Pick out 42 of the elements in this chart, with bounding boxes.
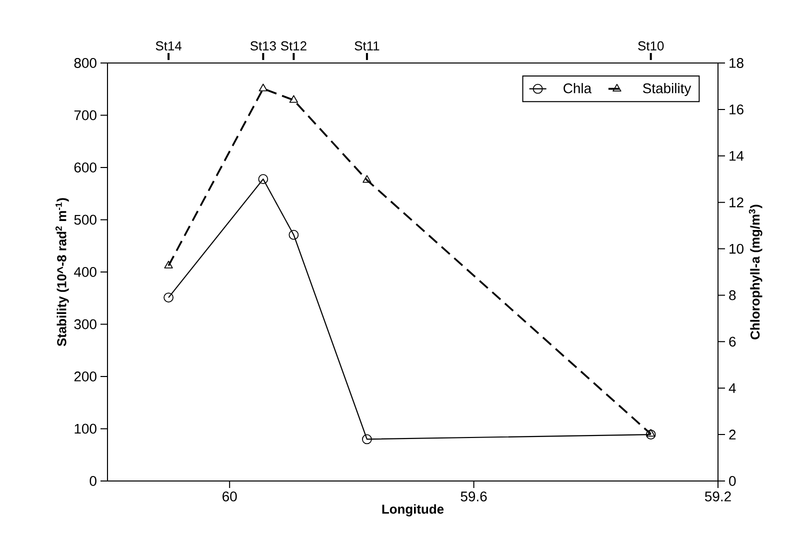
y-tick-label: 100: [74, 424, 96, 434]
x-axis-title: Longitude: [382, 504, 444, 516]
x-tick-label: 59.6: [460, 492, 487, 502]
y-tick-label: 0: [90, 476, 96, 486]
y2-axis-title: Chlorophyll-a (mg/m$^{3}$): [748, 204, 762, 340]
text: St10: [638, 41, 664, 50]
y2-tick-label: 12: [730, 197, 744, 208]
y-tick-label: 400: [74, 267, 96, 277]
y2-tick-label: 6: [729, 336, 736, 347]
y-tick-label: 800: [74, 58, 96, 68]
text: St13: [250, 41, 276, 50]
y-tick-label: 200: [74, 372, 96, 382]
point: [362, 434, 372, 444]
y2-tick-label: 18: [730, 58, 744, 68]
y2-tick-label: 8: [729, 290, 736, 300]
text: St14: [156, 41, 182, 50]
y2-tick-label: 10: [730, 244, 744, 254]
y-tick-label: 300: [74, 319, 96, 330]
text: St11: [354, 41, 380, 50]
point: [362, 175, 372, 183]
point: [164, 292, 174, 302]
y-tick-label: 600: [74, 162, 96, 172]
point: [288, 230, 299, 240]
y-tick-label: 700: [74, 110, 96, 120]
y2-tick-label: 16: [730, 104, 744, 114]
y2-tick-label: 0: [729, 476, 736, 486]
x-tick-label: 60: [222, 492, 237, 502]
point: [289, 95, 298, 103]
point: [646, 429, 656, 437]
legend-label: Stability: [642, 83, 692, 96]
point: [164, 260, 173, 268]
y-axis-title: Stability (10^-8 rad$^{2}$ m$^{-1}$): [56, 198, 69, 346]
y2-tick-label: 4: [728, 383, 736, 393]
legend-label: Chla: [564, 83, 592, 94]
y2-tick-label: 14: [730, 151, 744, 161]
point: [258, 84, 268, 92]
text: St12: [280, 41, 306, 50]
point: [258, 174, 268, 184]
y2-tick-label: 2: [729, 430, 736, 440]
point: [646, 430, 656, 440]
y-tick-label: 500: [74, 214, 96, 225]
x-tick-label: 59.2: [704, 492, 731, 502]
